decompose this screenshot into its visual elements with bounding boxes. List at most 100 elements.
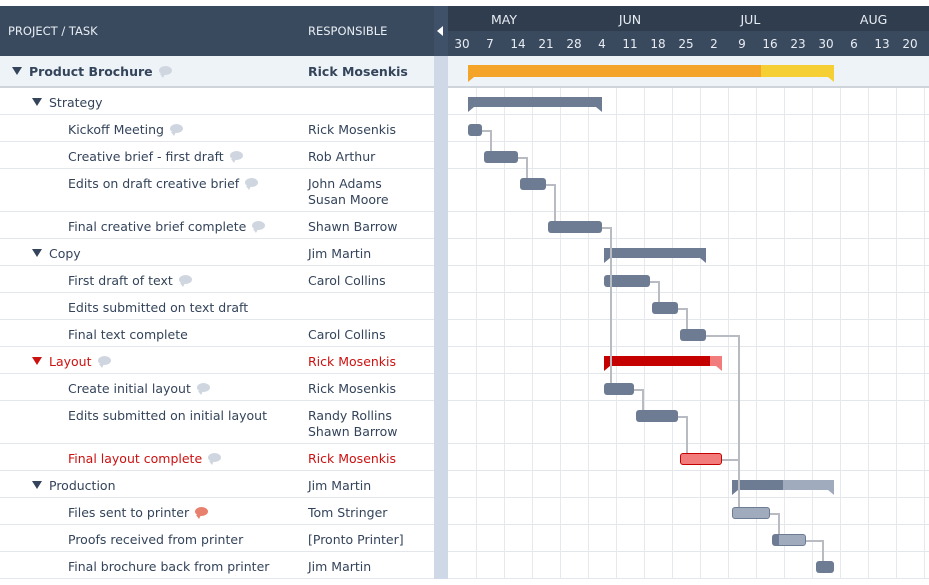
responsible-name: Rick Mosenkis xyxy=(308,451,397,466)
task-bar[interactable] xyxy=(636,410,678,422)
task-bar[interactable] xyxy=(520,178,546,190)
comment-icon[interactable] xyxy=(178,275,192,287)
task-name-cell: Kickoff Meeting xyxy=(68,122,183,137)
task-name-cell: Layout xyxy=(32,354,111,369)
task-name: Create initial layout xyxy=(68,381,191,396)
comment-icon[interactable] xyxy=(97,356,111,368)
task-row[interactable]: Creative brief - first draft Rob Arthur xyxy=(0,142,434,169)
responsible-name: Shawn Barrow xyxy=(308,424,398,439)
week-label: 28 xyxy=(566,37,582,51)
summary-end-notch xyxy=(468,77,474,82)
task-bar[interactable] xyxy=(816,561,834,573)
grid-line xyxy=(728,56,729,579)
gantt-row xyxy=(448,444,929,471)
task-bar[interactable] xyxy=(732,507,770,519)
week-label: 20 xyxy=(902,37,918,51)
task-bar[interactable] xyxy=(772,534,806,546)
summary-bar[interactable] xyxy=(468,65,834,82)
gantt-row xyxy=(448,471,929,498)
task-row[interactable]: Product Brochure Rick Mosenkis xyxy=(0,56,434,88)
task-bar[interactable] xyxy=(548,221,602,233)
summary-bar[interactable] xyxy=(604,248,706,263)
responsible-name: Rick Mosenkis xyxy=(308,354,397,369)
grid-line xyxy=(616,56,617,579)
dependency-line xyxy=(678,308,688,310)
collapse-triangle-icon[interactable] xyxy=(12,67,22,75)
task-bar[interactable] xyxy=(484,151,518,163)
collapse-panel-arrow-icon[interactable] xyxy=(434,6,448,56)
task-bar[interactable] xyxy=(680,453,722,465)
task-row[interactable]: Strategy xyxy=(0,88,434,115)
task-row[interactable]: Edits submitted on initial layout Randy R… xyxy=(0,401,434,444)
task-name: Files sent to printer xyxy=(68,505,190,520)
task-row[interactable]: Proofs received from printer [Pronto Prin… xyxy=(0,525,434,552)
task-row[interactable]: Kickoff Meeting Rick Mosenkis xyxy=(0,115,434,142)
summary-bar[interactable] xyxy=(604,356,722,371)
comment-icon[interactable] xyxy=(245,178,259,190)
dependency-line xyxy=(738,459,740,507)
comment-icon[interactable] xyxy=(195,507,209,519)
comment-icon[interactable] xyxy=(169,124,183,136)
task-row[interactable]: Edits on draft creative brief John Adams S… xyxy=(0,169,434,212)
comment-icon[interactable] xyxy=(229,151,243,163)
dependency-line xyxy=(770,513,780,515)
week-label: 30 xyxy=(454,37,470,51)
task-row[interactable]: Layout Rick Mosenkis xyxy=(0,347,434,374)
task-name: Final brochure back from printer xyxy=(68,559,270,574)
comment-icon[interactable] xyxy=(208,453,222,465)
panel-splitter[interactable] xyxy=(434,6,448,579)
task-name: Creative brief - first draft xyxy=(68,149,224,164)
gantt-row xyxy=(448,374,929,401)
task-row[interactable]: Final creative brief complete Shawn Barro… xyxy=(0,212,434,239)
task-row[interactable]: Final text complete Carol Collins xyxy=(0,320,434,347)
grid-line xyxy=(868,56,869,579)
grid-line xyxy=(840,56,841,579)
gantt-row xyxy=(448,266,929,293)
collapse-triangle-icon[interactable] xyxy=(32,98,42,106)
responsible-name: Susan Moore xyxy=(308,192,389,207)
task-name-cell: Final creative brief complete xyxy=(68,219,266,234)
grid-line xyxy=(560,56,561,579)
task-bar[interactable] xyxy=(468,124,482,136)
task-bar[interactable] xyxy=(680,329,706,341)
task-row[interactable]: Create initial layout Rick Mosenkis xyxy=(0,374,434,401)
task-row[interactable]: Copy Jim Martin xyxy=(0,239,434,266)
task-row[interactable]: Files sent to printer Tom Stringer xyxy=(0,498,434,525)
task-row[interactable]: Final layout complete Rick Mosenkis xyxy=(0,444,434,471)
grid-line xyxy=(588,56,589,579)
week-label: 6 xyxy=(850,37,858,51)
comment-icon[interactable] xyxy=(252,221,266,233)
dependency-line xyxy=(650,281,660,283)
month-label: MAY xyxy=(490,12,518,27)
comment-icon[interactable] xyxy=(196,383,210,395)
task-name: Edits on draft creative brief xyxy=(68,176,240,191)
responsible-name: John Adams xyxy=(308,176,382,191)
task-bar[interactable] xyxy=(604,383,634,395)
summary-bar[interactable] xyxy=(468,97,602,112)
task-row[interactable]: Production Jim Martin xyxy=(0,471,434,498)
summary-bar[interactable] xyxy=(732,480,834,495)
task-row[interactable]: Edits submitted on text draft xyxy=(0,293,434,320)
responsible-name: Randy Rollins xyxy=(308,408,392,423)
responsible-column-header[interactable]: RESPONSIBLE xyxy=(308,24,388,38)
grid-line xyxy=(504,56,505,579)
dependency-line xyxy=(602,227,612,229)
task-row[interactable]: First draft of text Carol Collins xyxy=(0,266,434,293)
collapse-triangle-icon[interactable] xyxy=(32,357,42,365)
task-name: Product Brochure xyxy=(29,64,153,79)
responsible-name: Rick Mosenkis xyxy=(308,64,408,79)
task-row[interactable]: Final brochure back from printer Jim Mart… xyxy=(0,552,434,579)
responsible-cell: Rick Mosenkis xyxy=(308,451,396,467)
comment-icon[interactable] xyxy=(158,66,172,78)
responsible-cell: Shawn Barrow xyxy=(308,219,398,235)
task-bar[interactable] xyxy=(652,302,678,314)
collapse-triangle-icon[interactable] xyxy=(32,249,42,257)
task-name-cell: Product Brochure xyxy=(12,64,172,79)
dependency-line xyxy=(526,157,528,178)
month-row: MAY JUN JUL AUG xyxy=(448,6,929,31)
project-task-column-header[interactable]: PROJECT / TASK xyxy=(8,24,98,38)
task-bar[interactable] xyxy=(604,275,650,287)
collapse-triangle-icon[interactable] xyxy=(32,481,42,489)
task-name: Kickoff Meeting xyxy=(68,122,164,137)
responsible-cell: Rob Arthur xyxy=(308,149,375,165)
